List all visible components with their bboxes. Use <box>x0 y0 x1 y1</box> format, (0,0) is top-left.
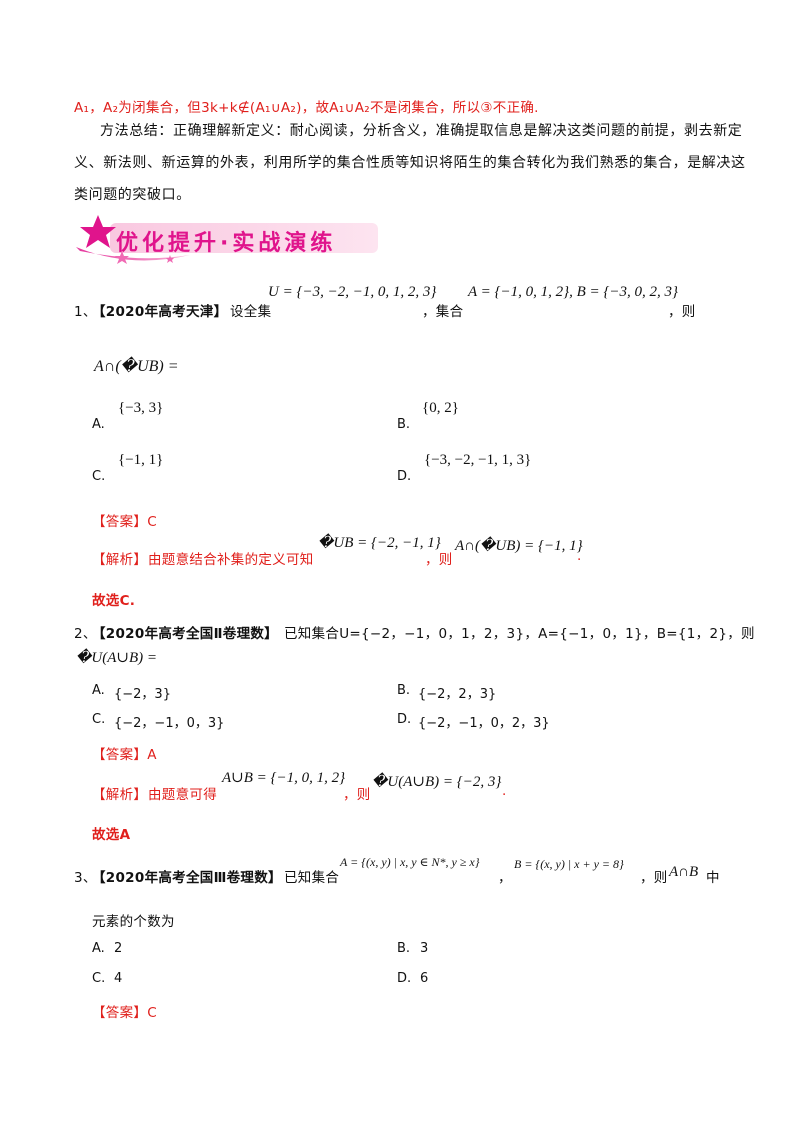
q1-option-b-value: {0, 2} <box>422 400 459 416</box>
banner-graphic <box>76 215 378 264</box>
q3-intersection: A∩B <box>669 864 699 880</box>
star-icon <box>80 215 116 248</box>
q1-text-3: ，则 <box>668 304 696 320</box>
q2-option-d-value: {−2，−1，0，2，3} <box>418 716 550 731</box>
q2-option-a-value: {−2，3} <box>114 687 171 702</box>
q1-answer: 【答案】C <box>92 514 157 530</box>
q1-analysis-expr-2: A∩(�UB) = {−1, 1} <box>455 538 583 554</box>
q2-option-a-label: A. <box>92 683 105 698</box>
q3-text-2: ，则 <box>640 870 668 886</box>
tiny-star-icon <box>166 255 174 263</box>
q2-analysis-text: 由题意可得 <box>148 787 217 803</box>
q2-option-b-value: {−2，2，3} <box>418 687 497 702</box>
q3-set-a: A = {(x, y) | x, y ∈ N*, y ≥ x} <box>340 855 480 869</box>
q3-text-4: 元素的个数为 <box>92 914 175 930</box>
q3-option-d-label: D. <box>397 971 412 986</box>
q2-analysis-tag: 【解析】 <box>92 787 148 803</box>
q1-analysis-mid: ，则 <box>425 552 453 568</box>
q3-option-a-value: 2 <box>114 941 123 956</box>
q2-option-b-label: B. <box>397 683 411 698</box>
q2-option-c-label: C. <box>92 712 106 727</box>
q2-analysis-mid: ，则 <box>343 787 371 803</box>
q2-expression: �U(A∪B) = <box>76 650 157 666</box>
method-summary-line-3: 类问题的突破口。 <box>74 187 191 203</box>
q3-option-b-value: 3 <box>420 941 429 956</box>
q1-option-d-value: {−3, −2, −1, 1, 3} <box>424 452 532 468</box>
q3-option-a-label: A. <box>92 941 105 956</box>
q3-text-3: 中 <box>706 870 720 886</box>
q2-option-d-label: D. <box>397 712 412 727</box>
intro-red-line: A₁，A₂为闭集合，但3k+k∉(A₁∪A₂)，故A₁∪A₂不是闭集合，所以③不… <box>74 100 539 116</box>
q1-option-b-label: B. <box>397 417 411 432</box>
q2-number: 2、 <box>74 626 97 642</box>
q3-option-c-label: C. <box>92 971 106 986</box>
method-summary-line-1: 方法总结：正确理解新定义：耐心阅读，分析含义，准确提取信息是解决这类问题的前提，… <box>100 123 743 139</box>
q1-expression: A∩(�UB) = <box>94 358 179 375</box>
q2-analysis-expr-1: A∪B = {−1, 0, 1, 2} <box>222 770 346 786</box>
q3-text-1: 已知集合 <box>284 870 340 886</box>
q1-number: 1、 <box>74 304 97 320</box>
q3-set-b: B = {(x, y) | x + y = 8} <box>514 857 624 871</box>
q1-sets-ab: A = {−1, 0, 1, 2}, B = {−3, 0, 2, 3} <box>468 284 679 300</box>
q2-option-c-value: {−2，−1，0，3} <box>114 716 225 731</box>
q1-analysis-expr-1: �UB = {−2, −1, 1} <box>318 535 441 551</box>
q2-analysis-end: . <box>502 783 507 799</box>
q3-comma: ， <box>498 870 512 886</box>
q1-source: 【2020年高考天津】 <box>92 304 228 320</box>
q1-universal-set: U = {−3, −2, −1, 0, 1, 2, 3} <box>268 284 437 300</box>
q3-source: 【2020年高考全国Ⅲ卷理数】 <box>92 870 282 886</box>
q1-text-2: ，集合 <box>422 304 464 320</box>
q1-option-a-label: A. <box>92 417 105 432</box>
q2-text: 已知集合U={−2，−1，0，1，2，3}，A={−1，0，1}，B={1，2}… <box>284 626 755 642</box>
method-summary-line-2: 义、新法则、新运算的外表，利用所学的集合性质等知识将陌生的集合转化为我们熟悉的集… <box>74 155 746 171</box>
q2-conclusion: 故选A <box>92 827 131 843</box>
q1-analysis-end: . <box>577 548 582 564</box>
q3-option-d-value: 6 <box>420 971 429 986</box>
q1-conclusion: 故选C. <box>92 593 136 609</box>
q3-option-b-label: B. <box>397 941 411 956</box>
q3-option-c-value: 4 <box>114 971 123 986</box>
q3-number: 3、 <box>74 870 97 886</box>
q1-option-a-value: {−3, 3} <box>118 400 164 416</box>
q1-option-c-value: {−1, 1} <box>118 452 164 468</box>
section-banner: 优化提升·实战演练 <box>70 211 380 269</box>
small-star-icon <box>115 251 129 264</box>
banner-title: 优化提升·实战演练 <box>116 231 337 256</box>
q1-option-d-label: D. <box>397 469 412 484</box>
q1-analysis-text: 由题意结合补集的定义可知 <box>148 552 314 568</box>
q2-answer: 【答案】A <box>92 747 157 763</box>
q1-text-1: 设全集 <box>230 304 272 320</box>
q1-option-c-label: C. <box>92 469 106 484</box>
q2-source: 【2020年高考全国Ⅱ卷理数】 <box>92 626 278 642</box>
q2-analysis-expr-2: �U(A∪B) = {−2, 3} <box>372 774 502 790</box>
q1-analysis-tag: 【解析】 <box>92 552 148 568</box>
q3-answer: 【答案】C <box>92 1005 157 1021</box>
